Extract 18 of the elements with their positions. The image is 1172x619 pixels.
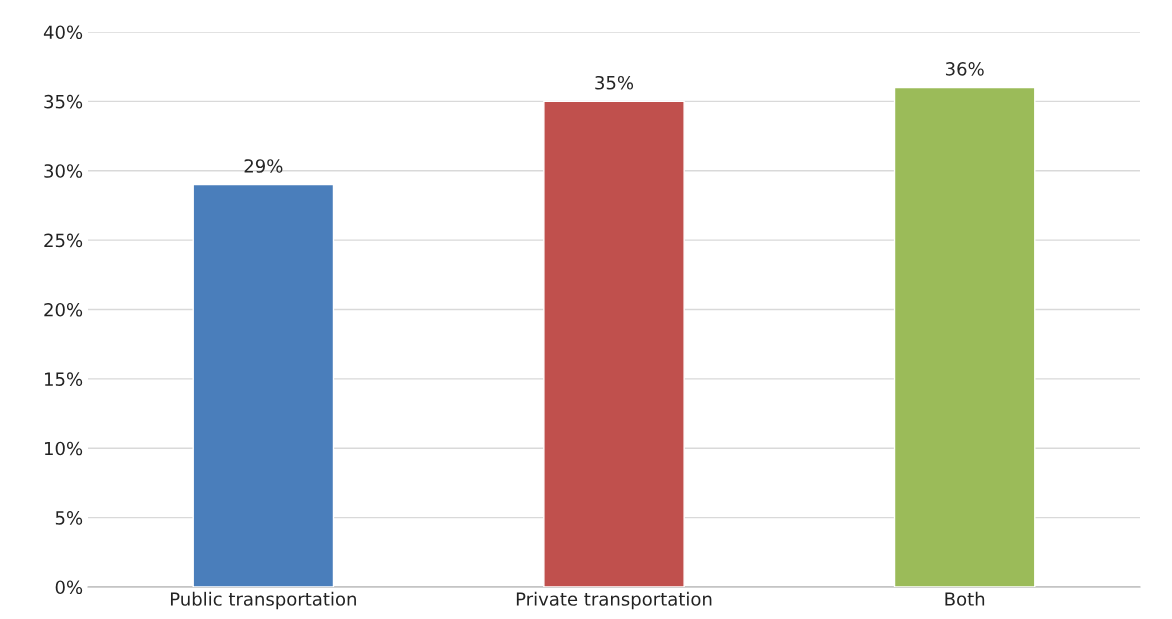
y-tick-label: 30% xyxy=(44,164,83,178)
x-tick-label: Both xyxy=(945,591,985,606)
data-label: 36% xyxy=(945,62,984,76)
y-tick-label: 5% xyxy=(55,511,83,525)
y-tick-label: 20% xyxy=(44,302,83,317)
bar xyxy=(543,100,685,587)
y-tick-label: 15% xyxy=(44,372,83,386)
y-tick-label: 40% xyxy=(43,25,83,40)
y-tick-label: 35% xyxy=(44,94,83,109)
y-tick-label: 0% xyxy=(55,580,83,595)
bar xyxy=(893,86,1036,587)
bar xyxy=(192,183,335,587)
x-tick-label: Public transportation xyxy=(170,591,356,610)
data-label: 35% xyxy=(595,75,634,90)
x-tick-label: Private transportation xyxy=(516,591,712,610)
y-tick-label: 10% xyxy=(44,441,83,456)
y-tick-label: 25% xyxy=(44,233,83,248)
data-label: 29% xyxy=(244,159,283,173)
